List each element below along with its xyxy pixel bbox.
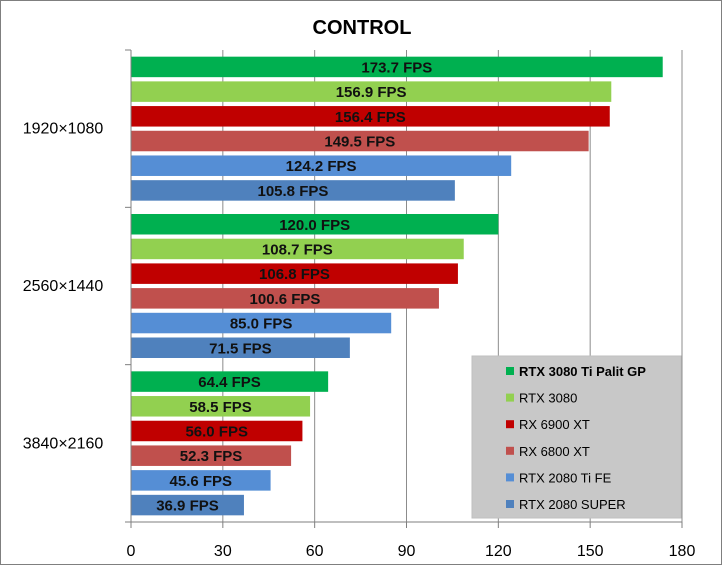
bar-0-2 [131, 106, 610, 127]
legend-label-3: RX 6800 XT [519, 444, 590, 459]
data-label-1-2: 106.8 FPS [259, 266, 330, 283]
data-label-0-2: 156.4 FPS [335, 109, 406, 126]
data-label-1-1: 108.7 FPS [262, 241, 333, 258]
grid-lines [222, 50, 683, 522]
x-tick-label-180: 180 [669, 543, 696, 560]
bar-1-3 [131, 288, 439, 309]
bar-0-1 [131, 81, 612, 102]
bar-1-0 [131, 214, 499, 235]
bar-1-4 [131, 312, 392, 334]
bar-1-5 [131, 337, 350, 358]
legend-swatch-2 [506, 420, 514, 429]
legend-label-0: RTX 3080 Ti Palit GP [519, 364, 646, 379]
bar-2-2 [131, 420, 303, 442]
data-label-0-0: 173.7 FPS [361, 59, 432, 76]
data-label-0-1: 156.9 FPS [336, 84, 407, 101]
legend-label-2: RX 6900 XT [519, 417, 590, 432]
legend-swatch-4 [506, 473, 514, 482]
legend-box [471, 355, 682, 519]
data-label-1-5: 71.5 FPS [209, 340, 272, 357]
data-label-1-3: 100.6 FPS [250, 291, 321, 308]
legend-swatch-1 [506, 393, 514, 402]
legend-label-4: RTX 2080 Ti FE [519, 470, 612, 485]
x-tick-label-120: 120 [485, 543, 512, 560]
bar-2-5 [131, 494, 244, 516]
bar-1-1 [131, 238, 464, 260]
data-label-2-4: 45.6 FPS [170, 473, 233, 490]
data-label-0-4: 124.2 FPS [286, 158, 357, 175]
data-label-2-5: 36.9 FPS [156, 498, 219, 515]
data-label-1-4: 85.0 FPS [230, 316, 293, 333]
x-tick-label-0: 0 [127, 543, 136, 560]
bar-2-0 [131, 371, 329, 392]
legend-swatch-5 [506, 500, 514, 508]
chart-title: CONTROL [313, 17, 412, 39]
data-label-0-3: 149.5 FPS [324, 134, 395, 151]
category-label-2: 3840×2160 [23, 435, 104, 452]
x-tick-label-30: 30 [214, 543, 232, 560]
bar-2-1 [131, 396, 311, 417]
bar-0-4 [131, 155, 512, 176]
bar-2-4 [131, 470, 271, 491]
data-label-1-0: 120.0 FPS [279, 217, 350, 234]
x-tick-label-90: 90 [398, 543, 416, 560]
x-tick-label-150: 150 [577, 543, 604, 560]
data-label-2-1: 58.5 FPS [189, 399, 252, 416]
bar-2-3 [131, 445, 292, 466]
bar-0-0 [131, 56, 663, 78]
legend: RTX 3080 Ti Palit GP RTX 3080 RX 6900 XT RX… [471, 355, 682, 519]
bar-1-2 [131, 263, 458, 284]
data-label-0-5: 105.8 FPS [257, 183, 328, 200]
bar-0-3 [131, 130, 589, 152]
category-label-0: 1920×1080 [23, 121, 104, 138]
bars: 173.7 FPS 156.9 FPS 156.4 FPS 149.5 FPS 124.… [131, 56, 663, 516]
x-tick-label-60: 60 [306, 543, 324, 560]
bar-0-5 [131, 180, 455, 201]
legend-swatch-3 [506, 446, 514, 455]
axes: 1920×1080 2560×1440 3840×2160 0 30 60 90 120 150… [23, 49, 696, 560]
data-label-2-0: 64.4 FPS [198, 374, 261, 391]
legend-label-1: RTX 3080 [519, 391, 577, 406]
data-label-2-3: 52.3 FPS [180, 448, 243, 465]
legend-label-5: RTX 2080 SUPER [519, 497, 626, 512]
data-label-2-2: 56.0 FPS [185, 423, 248, 440]
legend-swatch-0 [506, 367, 514, 375]
category-label-1: 2560×1440 [23, 278, 104, 295]
